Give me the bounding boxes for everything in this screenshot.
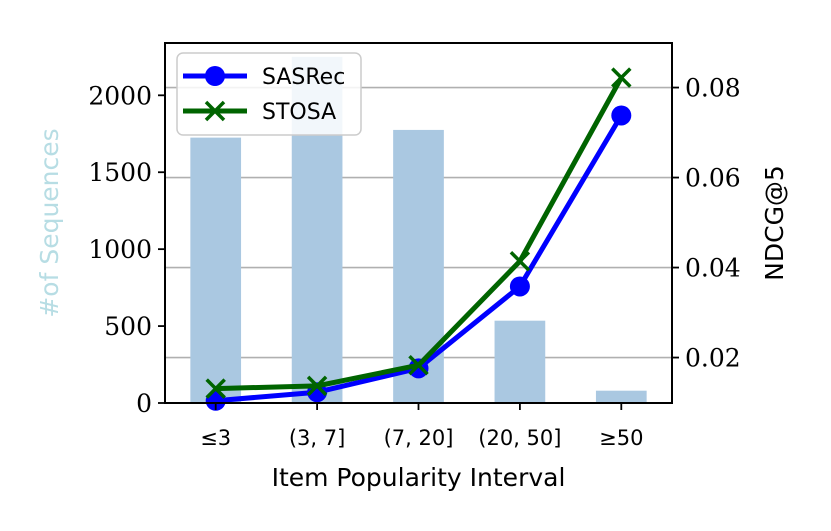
point-stosa-2	[408, 354, 429, 376]
series-lines	[205, 67, 632, 411]
y2-tick-label-0: 0.02	[685, 344, 741, 373]
point-sasrec-4	[611, 105, 632, 126]
y2-tick-label-3: 0.08	[685, 74, 741, 103]
bar-0	[190, 137, 242, 403]
right-axis: 0.02 0.04 0.06 0.08	[672, 74, 741, 373]
legend-marker-stosa	[204, 100, 226, 122]
point-stosa-4	[611, 67, 632, 88]
legend-marker-sasrec	[205, 66, 225, 86]
y2-tick-label-1: 0.04	[685, 254, 741, 283]
left-axis: 0 500 1000 1500 2000	[88, 81, 165, 418]
legend: SASRec STOSA	[176, 52, 362, 136]
point-stosa-1	[306, 375, 328, 397]
x-tick-label-2: (7, 20]	[384, 426, 454, 450]
point-stosa-0	[205, 378, 226, 399]
point-sasrec-3	[509, 276, 530, 297]
y-tick-label-0: 0	[136, 389, 152, 418]
y-axis-label-left: #of Sequences	[35, 128, 64, 317]
y-axis-label-right: NDCG@5	[760, 165, 789, 281]
y-tick-label-4: 2000	[88, 81, 152, 110]
y-tick-label-3: 1500	[88, 158, 152, 187]
x-tick-label-0: ≤3	[200, 426, 231, 450]
legend-item-stosa: STOSA	[183, 100, 336, 125]
bar-4	[595, 390, 647, 403]
legend-x-mark	[204, 100, 226, 122]
x-axis: ≤3 (3, 7] (7, 20] (20, 50] ≥50	[200, 403, 643, 450]
x-tick-label-4: ≥50	[599, 426, 643, 450]
point-stosa-3	[509, 251, 531, 272]
legend-label-stosa: STOSA	[262, 100, 336, 125]
x-tick-label-1: (3, 7]	[289, 426, 345, 450]
x-axis-label: Item Popularity Interval	[272, 463, 566, 492]
x-tick-label-3: (20, 50]	[478, 426, 561, 450]
legend-item-sasrec: SASRec	[183, 65, 345, 90]
y2-tick-label-2: 0.06	[685, 164, 741, 193]
y-tick-label-2: 1000	[88, 235, 152, 264]
legend-label-sasrec: SASRec	[262, 65, 345, 90]
bar-3	[494, 320, 546, 403]
y-tick-label-1: 500	[104, 312, 152, 341]
